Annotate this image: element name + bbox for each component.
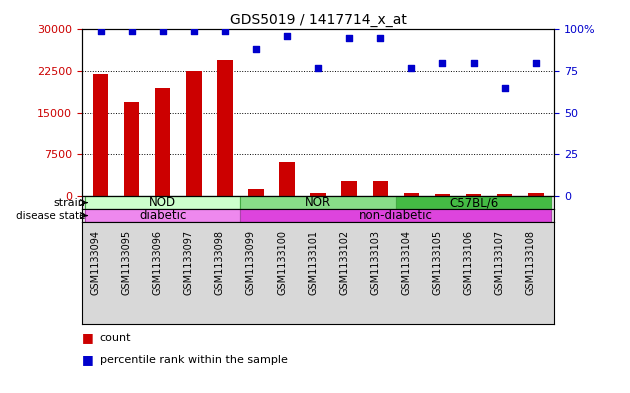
Point	[127, 28, 137, 34]
Point	[282, 33, 292, 39]
Point	[158, 28, 168, 34]
Bar	[217, 60, 232, 196]
Bar	[311, 193, 326, 196]
Text: NOD: NOD	[149, 196, 176, 209]
Bar	[85, 209, 241, 222]
Title: GDS5019 / 1417714_x_at: GDS5019 / 1417714_x_at	[230, 13, 406, 27]
Point	[96, 28, 106, 34]
Text: GSM1133105: GSM1133105	[432, 230, 442, 296]
Text: ■: ■	[82, 331, 94, 345]
Bar	[466, 194, 481, 196]
Text: GSM1133101: GSM1133101	[308, 230, 318, 295]
Point	[375, 35, 386, 41]
Text: non-diabetic: non-diabetic	[359, 209, 433, 222]
Text: GSM1133103: GSM1133103	[370, 230, 381, 295]
Text: GSM1133097: GSM1133097	[184, 230, 194, 296]
Text: GSM1133108: GSM1133108	[526, 230, 536, 295]
Text: GSM1133107: GSM1133107	[495, 230, 505, 296]
Point	[251, 46, 261, 53]
Bar	[396, 196, 551, 209]
Bar	[248, 189, 264, 196]
Point	[189, 28, 199, 34]
Bar	[497, 195, 512, 196]
Text: percentile rank within the sample: percentile rank within the sample	[100, 354, 287, 365]
Bar	[241, 196, 396, 209]
Text: C57BL/6: C57BL/6	[449, 196, 498, 209]
Text: diabetic: diabetic	[139, 209, 186, 222]
Bar	[93, 74, 108, 196]
Text: count: count	[100, 333, 131, 343]
Text: NOR: NOR	[305, 196, 331, 209]
Point	[469, 60, 479, 66]
Text: strain: strain	[53, 198, 85, 208]
Point	[313, 65, 323, 71]
Bar	[85, 196, 241, 209]
Bar	[155, 88, 171, 196]
Text: ■: ■	[82, 353, 94, 366]
Bar	[124, 102, 139, 196]
Point	[500, 84, 510, 91]
Text: GSM1133095: GSM1133095	[122, 230, 132, 296]
Text: GSM1133102: GSM1133102	[339, 230, 349, 296]
Bar	[241, 209, 551, 222]
Point	[406, 65, 416, 71]
Point	[220, 28, 230, 34]
Text: GSM1133104: GSM1133104	[401, 230, 411, 295]
Text: GSM1133096: GSM1133096	[152, 230, 163, 295]
Text: GSM1133100: GSM1133100	[277, 230, 287, 295]
Bar	[186, 71, 202, 196]
Bar	[435, 195, 450, 196]
Bar	[528, 193, 544, 196]
Text: GSM1133094: GSM1133094	[91, 230, 101, 295]
Bar	[372, 180, 388, 196]
Point	[344, 35, 354, 41]
Point	[437, 60, 447, 66]
Text: GSM1133099: GSM1133099	[246, 230, 256, 295]
Text: GSM1133098: GSM1133098	[215, 230, 225, 295]
Bar	[404, 193, 419, 196]
Bar	[341, 180, 357, 196]
Text: disease state: disease state	[16, 211, 85, 220]
Point	[530, 60, 541, 66]
Bar	[279, 162, 295, 196]
Text: GSM1133106: GSM1133106	[464, 230, 474, 295]
